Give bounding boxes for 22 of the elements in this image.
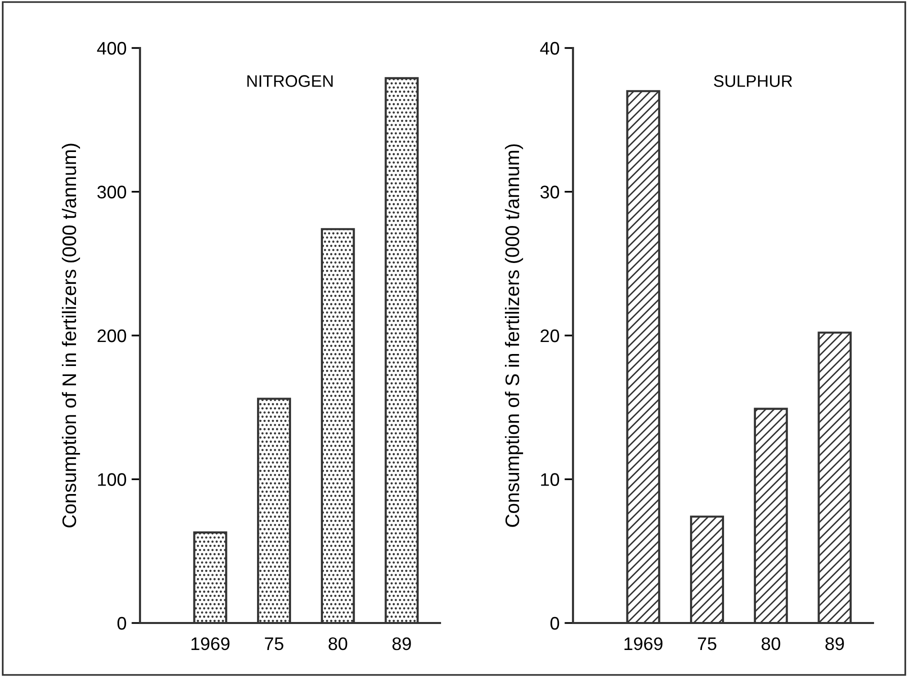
x-tick-label: 89 bbox=[392, 637, 411, 650]
x-tick-label: 1969 bbox=[624, 637, 662, 650]
x-tick-label: 89 bbox=[825, 637, 844, 650]
y-tick-label: 300 bbox=[97, 186, 126, 198]
y-tick-label: 40 bbox=[540, 42, 560, 55]
y-tick-label: 30 bbox=[540, 186, 560, 198]
y-tick-label: 200 bbox=[98, 329, 126, 342]
x-tick-label: 1969 bbox=[192, 637, 230, 650]
y-tick-label: 100 bbox=[98, 473, 126, 486]
text: SULPHUR bbox=[714, 75, 792, 87]
y-axis-title: Consumption of S in fertilizers (000 t/annum) bbox=[504, 144, 524, 527]
y-tick-label: 10 bbox=[541, 473, 560, 486]
y-tick-label: 0 bbox=[550, 616, 560, 630]
x-tick-label: 75 bbox=[698, 638, 716, 650]
y-tick-label: 0 bbox=[117, 616, 126, 630]
x-tick-label: 80 bbox=[328, 637, 348, 650]
text: NITROGEN bbox=[247, 75, 333, 87]
x-tick-label: 80 bbox=[762, 637, 780, 650]
y-axis-title: Consumption of N in fertilizers (000 t/annum) bbox=[62, 144, 80, 528]
y-tick-label: 400 bbox=[97, 42, 126, 55]
x-tick-label: 75 bbox=[264, 638, 284, 650]
y-tick-label: 20 bbox=[540, 329, 560, 342]
